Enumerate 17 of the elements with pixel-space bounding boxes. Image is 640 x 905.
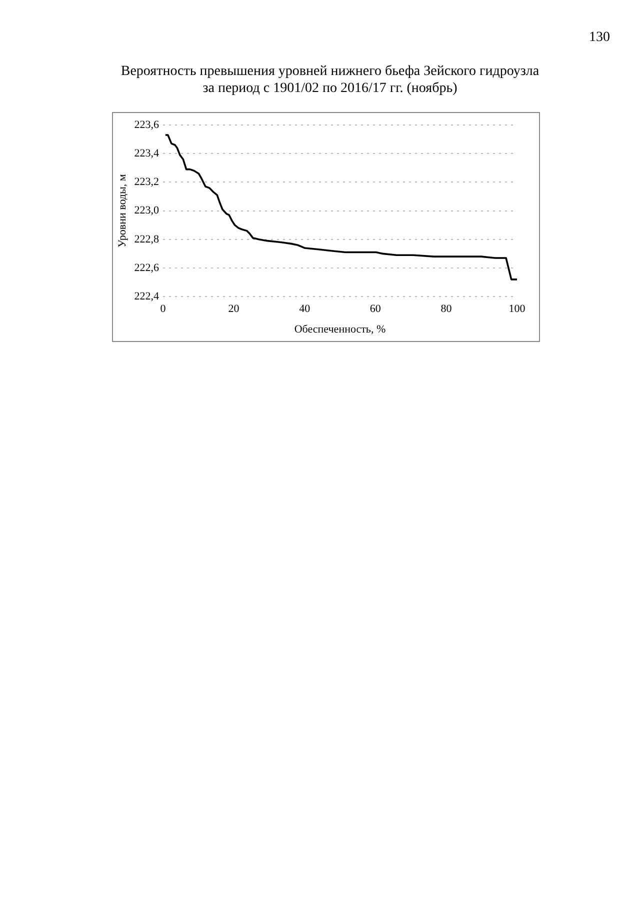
x-tick-label: 80 <box>440 303 452 316</box>
y-tick-label: 223,4 <box>134 147 160 160</box>
x-tick-label: 20 <box>228 303 240 316</box>
y-tick-label: 222,6 <box>134 262 160 274</box>
y-tick-label: 223,0 <box>134 204 160 217</box>
y-axis-title: Уровни воды, м <box>116 174 128 248</box>
y-tick-label: 223,2 <box>134 176 159 188</box>
x-tick-label: 0 <box>160 303 166 316</box>
x-tick-label: 100 <box>508 303 526 316</box>
x-axis-title: Обеспеченность, % <box>294 323 386 336</box>
chart-title: Вероятность превышения уровней нижнего бьефа Зейского гидроузла за период с 1901/02 по 2016/17 гг. (ноябрь) <box>120 63 540 97</box>
y-tick-label: 222,8 <box>134 233 160 246</box>
y-tick-label: 222,4 <box>134 290 160 302</box>
x-tick-label: 60 <box>370 303 382 316</box>
x-tick-label: 40 <box>299 303 311 316</box>
text: 130 <box>589 30 610 46</box>
y-tick-label: 223,6 <box>134 118 160 131</box>
